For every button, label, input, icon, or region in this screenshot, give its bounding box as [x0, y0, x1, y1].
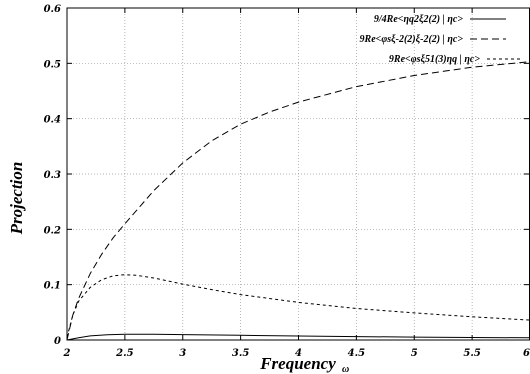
series-line-3: [66, 274, 530, 338]
legend-label-3: 9Re<φsξ51(3)ηq | ηc>: [389, 54, 480, 65]
grid-lines: [66, 7, 530, 341]
x-tick-label: 2.5: [115, 348, 133, 359]
x-tick-label: 3: [179, 348, 186, 359]
legend: 9/4Re<ηq2ξ2(2) | ηc> 9Re<φsξ-2(2)ξ-2(2) |…: [360, 14, 523, 65]
y-tick-label: 0.4: [44, 115, 61, 126]
y-tick-label: 0.3: [44, 170, 61, 181]
x-tick-label: 3.5: [232, 348, 249, 359]
legend-label-1: 9/4Re<ηq2ξ2(2) | ηc>: [374, 14, 463, 25]
y-tick-label: 0.6: [44, 4, 61, 15]
tick-labels: 2 2.5 3 3.5 4 4.5 5 5.5 6 0 0.1 0.2 0.3 0.4 0.5 0.6: [44, 4, 530, 359]
x-tick-label: 6: [523, 348, 530, 359]
x-tick-label: 4.5: [348, 348, 365, 359]
x-tick-label: 2: [63, 348, 71, 359]
x-axis-title-subscript: ω: [342, 364, 349, 374]
x-tick-label: 5: [411, 348, 418, 359]
legend-label-2: 9Re<φsξ-2(2)ξ-2(2) | ηc>: [360, 34, 464, 45]
y-tick-label: 0.5: [44, 59, 61, 70]
x-axis-title: Frequency: [259, 354, 336, 373]
y-tick-label: 0: [54, 336, 61, 347]
x-tick-label: 5.5: [463, 348, 480, 359]
y-tick-label: 0.2: [44, 225, 61, 236]
series-line-2: [66, 61, 530, 341]
x-tick-label: 4: [295, 348, 302, 359]
axis-ticks: [66, 7, 530, 341]
y-axis-title: Projection: [7, 162, 26, 236]
y-tick-label: 0.1: [44, 281, 61, 292]
